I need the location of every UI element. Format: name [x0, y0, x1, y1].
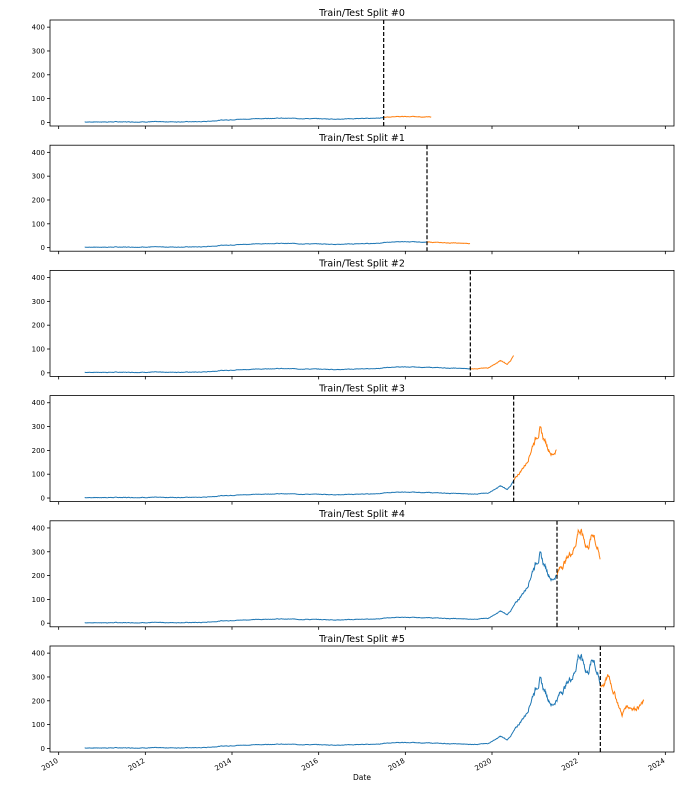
y-tick-label: 100 — [32, 346, 45, 354]
train-series-line — [84, 240, 428, 249]
y-tick-label: 400 — [32, 149, 45, 157]
train-series-line — [84, 480, 514, 499]
y-tick-label: 100 — [32, 471, 45, 479]
y-tick-label: 400 — [32, 274, 45, 282]
y-tick-label: 300 — [32, 423, 45, 431]
y-tick-label: 200 — [32, 447, 45, 455]
y-tick-label: 200 — [32, 322, 45, 330]
y-tick-label: 300 — [32, 298, 45, 306]
test-series-line — [427, 241, 471, 245]
y-tick-label: 0 — [41, 119, 45, 127]
y-tick-label: 300 — [32, 673, 45, 681]
axes-frame — [49, 520, 675, 628]
y-tick-label: 0 — [41, 495, 45, 503]
y-tick-label: 300 — [32, 173, 45, 181]
x-tick-label: 2016 — [300, 757, 320, 773]
train-series-line — [84, 117, 384, 123]
y-tick-label: 200 — [32, 572, 45, 580]
subplot-3: Train/Test Split #3 0 100 200 300 400 — [32, 384, 675, 505]
x-axis-label: Date — [353, 773, 371, 782]
test-series-line — [383, 115, 432, 118]
x-tick-label: 2010 — [40, 757, 59, 773]
test-series-line — [513, 426, 557, 481]
test-series-line — [470, 355, 514, 370]
subplot-2: Train/Test Split #2 0 100 200 300 400 — [32, 258, 675, 380]
subplot-title: Train/Test Split #1 — [318, 133, 405, 144]
x-tick-label: 2018 — [387, 757, 406, 773]
subplot-title: Train/Test Split #0 — [318, 8, 405, 19]
axes-frame — [49, 645, 675, 753]
test-series-line — [556, 528, 601, 577]
subplot-0: Train/Test Split #0 0 100 200 300 400 — [32, 8, 675, 129]
y-tick-label: 100 — [32, 95, 45, 103]
y-tick-label: 300 — [32, 47, 45, 55]
test-series-line — [600, 674, 645, 719]
subplot-title: Train/Test Split #5 — [318, 634, 405, 645]
y-tick-label: 100 — [32, 220, 45, 228]
train-series-line — [84, 366, 471, 374]
y-tick-label: 400 — [32, 399, 45, 407]
x-tick-label: 2012 — [127, 757, 146, 773]
y-tick-label: 200 — [32, 196, 45, 204]
y-tick-label: 0 — [41, 244, 45, 252]
axes-frame — [49, 395, 675, 503]
train-series-line — [84, 653, 601, 749]
y-tick-label: 200 — [32, 71, 45, 79]
subplot-title: Train/Test Split #3 — [318, 384, 405, 395]
x-tick-label: 2020 — [474, 757, 493, 773]
y-tick-label: 0 — [41, 745, 45, 753]
y-tick-label: 100 — [32, 596, 45, 604]
y-tick-label: 0 — [41, 369, 45, 377]
y-tick-label: 400 — [32, 24, 45, 32]
subplot-5: Train/Test Split #5 0 100 200 300 400 2010 2012… — [32, 634, 675, 773]
train-series-line — [84, 551, 557, 624]
axes-frame — [49, 144, 675, 252]
y-tick-label: 0 — [41, 620, 45, 628]
subplot-1: Train/Test Split #1 0 100 200 300 400 — [32, 133, 675, 255]
subplot-4: Train/Test Split #4 0 100 200 300 400 — [32, 509, 675, 630]
y-tick-label: 200 — [32, 697, 45, 705]
y-tick-label: 400 — [32, 524, 45, 532]
y-tick-label: 300 — [32, 548, 45, 556]
y-tick-label: 400 — [32, 650, 45, 658]
x-tick-label: 2024 — [647, 757, 667, 773]
axes-frame — [49, 19, 675, 127]
subplot-title: Train/Test Split #2 — [318, 258, 405, 269]
axes-frame — [49, 269, 675, 377]
x-tick-label: 2014 — [214, 757, 234, 773]
subplot-title: Train/Test Split #4 — [318, 509, 405, 520]
x-tick-label: 2022 — [560, 757, 579, 773]
y-tick-label: 100 — [32, 721, 45, 729]
